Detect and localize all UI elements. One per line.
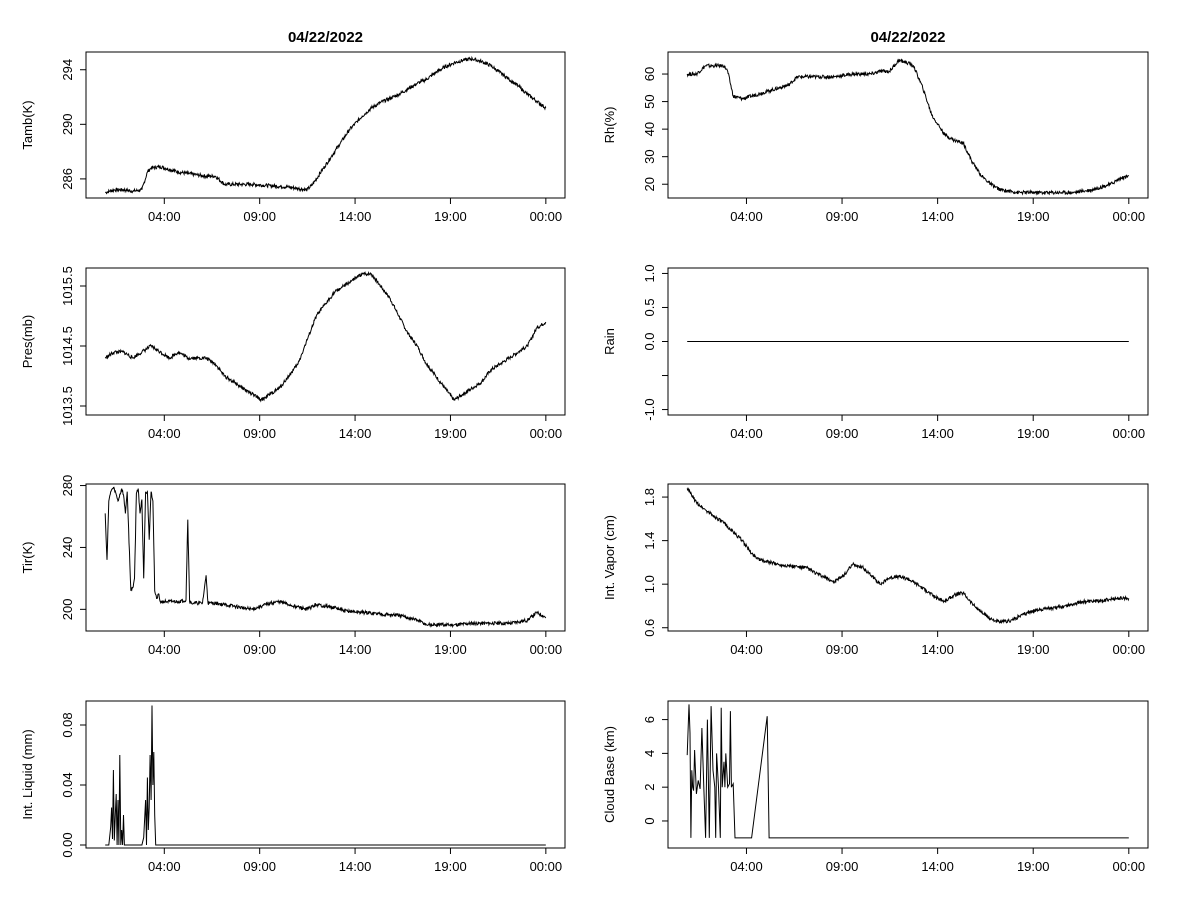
y-tick-label: 1013.5	[60, 386, 75, 426]
x-tick-label: 00:00	[1113, 209, 1146, 224]
plot-frame	[85, 51, 566, 199]
y-tick-label: 286	[60, 168, 75, 190]
y-axis-label: Rain	[602, 328, 617, 355]
y-tick-label: 0.0	[642, 332, 657, 350]
y-tick-label: 0.6	[642, 619, 657, 637]
y-tick-label: 30	[642, 149, 657, 163]
x-tick-label: 14:00	[921, 426, 954, 441]
x-tick-label: 00:00	[530, 426, 563, 441]
y-tick-label: 60	[642, 67, 657, 81]
x-tick-label: 04:00	[730, 426, 763, 441]
plot-frame	[85, 483, 566, 632]
y-tick-label: 2	[642, 784, 657, 791]
plot-frame	[667, 483, 1149, 632]
x-tick-label: 09:00	[826, 859, 859, 874]
y-axis-label: Int. Liquid (mm)	[20, 729, 35, 819]
series-line	[686, 486, 1130, 624]
x-tick-label: 04:00	[148, 642, 181, 657]
x-tick-label: 19:00	[1017, 859, 1050, 874]
x-tick-label: 19:00	[1017, 426, 1050, 441]
x-tick-label: 19:00	[434, 642, 467, 657]
series-line	[686, 58, 1130, 196]
x-tick-label: 19:00	[1017, 642, 1050, 657]
x-tick-label: 14:00	[921, 859, 954, 874]
x-tick-label: 00:00	[1113, 426, 1146, 441]
y-axis-label: Int. Vapor (cm)	[602, 515, 617, 600]
x-tick-label: 04:00	[730, 859, 763, 874]
y-tick-label: 40	[642, 122, 657, 136]
y-axis-label: Rh(%)	[602, 107, 617, 144]
x-tick-label: 14:00	[339, 642, 372, 657]
y-tick-label: 1.0	[642, 264, 657, 282]
x-tick-label: 09:00	[243, 426, 276, 441]
chart-title: 04/22/2022	[870, 29, 945, 46]
y-axis-label: Tir(K)	[20, 541, 35, 573]
y-tick-label: 0.5	[642, 298, 657, 316]
x-tick-label: 04:00	[730, 642, 763, 657]
series-line	[104, 486, 547, 629]
series-line	[104, 271, 547, 403]
x-tick-label: 04:00	[730, 209, 763, 224]
y-tick-label: -1.0	[642, 398, 657, 420]
x-tick-label: 09:00	[243, 642, 276, 657]
x-tick-label: 00:00	[530, 859, 563, 874]
y-tick-label: 200	[60, 598, 75, 620]
x-tick-label: 04:00	[148, 209, 181, 224]
plot-frame	[667, 51, 1149, 199]
x-tick-label: 09:00	[826, 209, 859, 224]
x-tick-label: 14:00	[921, 642, 954, 657]
x-tick-label: 14:00	[339, 209, 372, 224]
y-tick-label: 0	[642, 817, 657, 824]
series-line	[686, 704, 1129, 839]
y-tick-label: 294	[60, 59, 75, 81]
y-tick-label: 20	[642, 177, 657, 191]
x-tick-label: 00:00	[1113, 859, 1146, 874]
y-tick-label: 1.0	[642, 575, 657, 593]
series-line	[105, 55, 547, 195]
y-tick-label: 1015.5	[60, 266, 75, 306]
x-tick-label: 09:00	[243, 859, 276, 874]
y-tick-label: 0.00	[60, 832, 75, 857]
plot-frame	[85, 267, 566, 416]
chart-title: 04/22/2022	[288, 29, 363, 46]
y-axis-label: Tamb(K)	[20, 100, 35, 149]
x-tick-label: 09:00	[826, 642, 859, 657]
y-tick-label: 290	[60, 113, 75, 135]
y-tick-label: 4	[642, 750, 657, 757]
x-tick-label: 00:00	[530, 642, 563, 657]
y-tick-label: 1.4	[642, 532, 657, 550]
x-tick-label: 14:00	[921, 209, 954, 224]
x-tick-label: 14:00	[339, 859, 372, 874]
y-axis-label: Pres(mb)	[20, 315, 35, 368]
x-tick-label: 04:00	[148, 426, 181, 441]
x-tick-label: 19:00	[434, 209, 467, 224]
x-tick-label: 04:00	[148, 859, 181, 874]
x-tick-label: 09:00	[243, 209, 276, 224]
x-tick-label: 19:00	[1017, 209, 1050, 224]
y-tick-label: 280	[60, 475, 75, 497]
x-tick-label: 09:00	[826, 426, 859, 441]
x-tick-label: 14:00	[339, 426, 372, 441]
y-tick-label: 0.08	[60, 712, 75, 737]
y-tick-label: 6	[642, 716, 657, 723]
plot-frame	[85, 700, 566, 849]
y-tick-label: 240	[60, 537, 75, 559]
x-tick-label: 19:00	[434, 426, 467, 441]
y-tick-label: 1014.5	[60, 326, 75, 366]
series-line	[105, 705, 546, 846]
y-tick-label: 50	[642, 94, 657, 108]
x-tick-label: 00:00	[530, 209, 563, 224]
plot-frame	[667, 700, 1149, 849]
x-tick-label: 00:00	[1113, 642, 1146, 657]
x-tick-label: 19:00	[434, 859, 467, 874]
y-tick-label: 1.8	[642, 488, 657, 506]
y-axis-label: Cloud Base (km)	[602, 726, 617, 823]
y-tick-label: 0.04	[60, 772, 75, 797]
